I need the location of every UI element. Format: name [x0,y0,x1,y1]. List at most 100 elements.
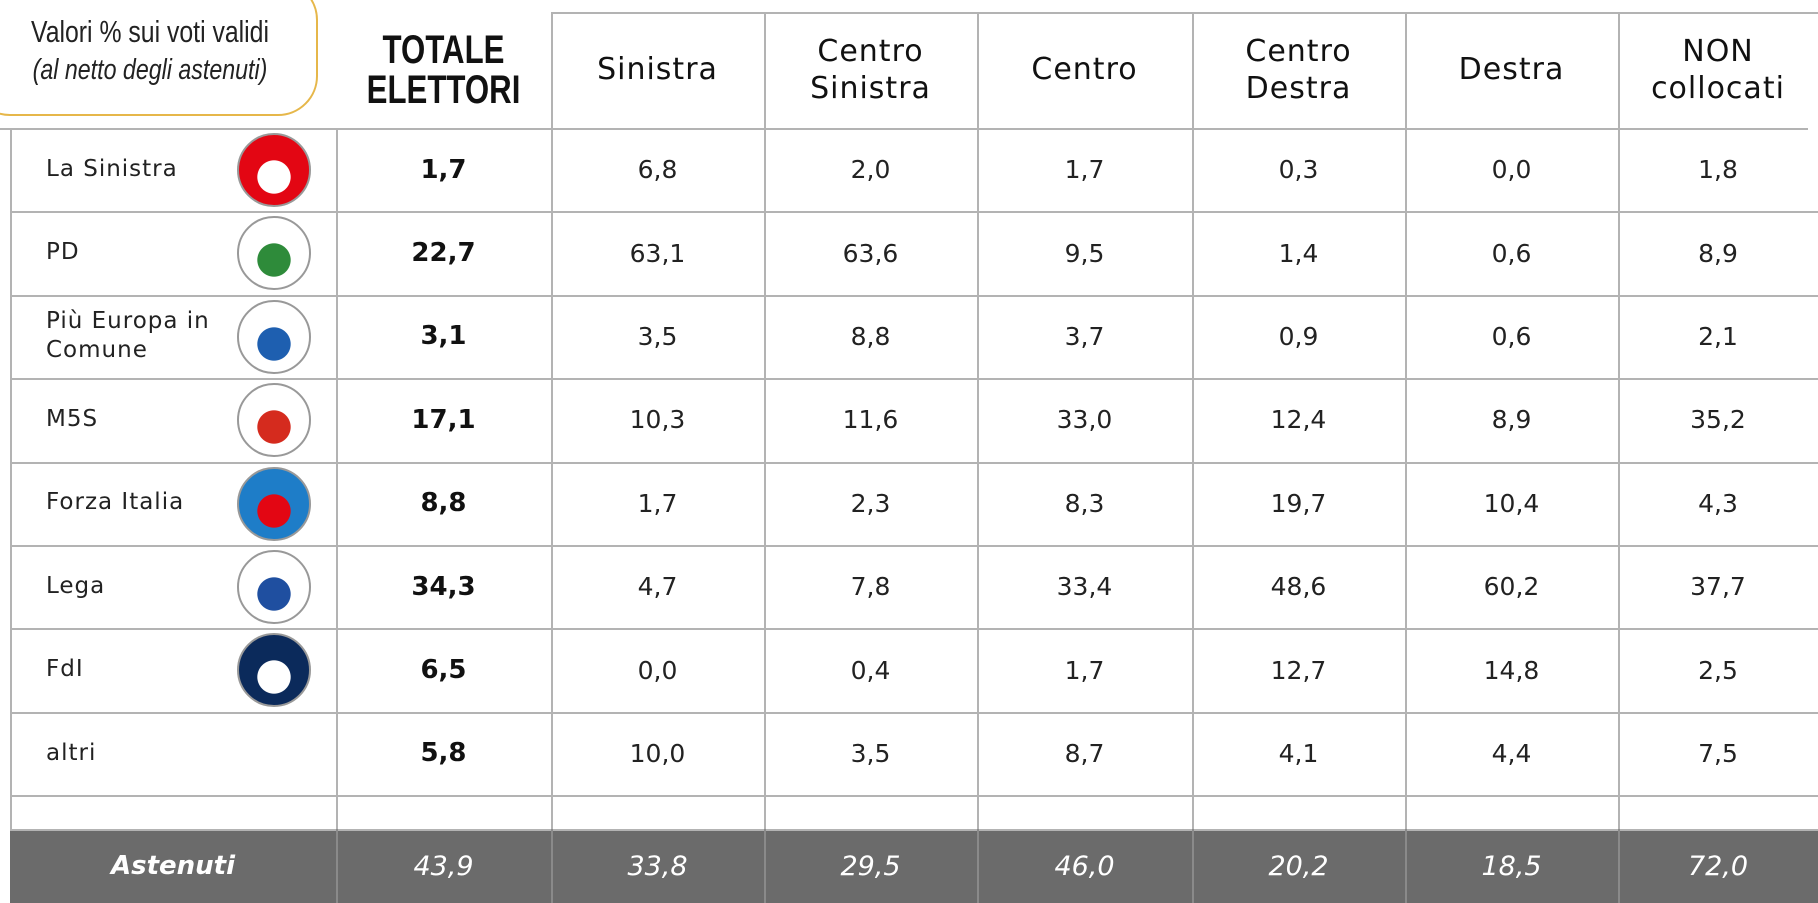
note-sub: (al netto degli astenuti) [32,54,268,86]
abstain-value: 72,0 [1687,850,1749,882]
grid-line [0,128,1808,130]
cell-value: 37,7 [1690,572,1746,602]
cell-value: 8,3 [1064,488,1105,518]
cell-value: 63,1 [629,238,686,268]
cell-value: 33,0 [1056,405,1113,435]
column-header: Centro [1031,52,1138,88]
grid-line [10,829,1818,831]
row-total: 3,1 [420,321,467,352]
grid-line [10,628,1818,631]
grid-line [1405,829,1407,903]
party-logo [237,550,311,624]
cell-value: 10,3 [629,405,686,435]
cell-value: 7,8 [850,572,891,602]
grid-line [336,829,338,903]
cell-value: 4,7 [637,572,678,602]
cell-value: 35,2 [1690,405,1746,435]
grid-line [10,378,1818,381]
cell-value: 48,6 [1270,572,1327,602]
party-name: La Sinistra [46,155,178,182]
cell-value: 0,0 [637,655,678,685]
abstain-band [10,829,1818,903]
cell-value: 4,1 [1278,738,1319,768]
abstain-label: Astenuti [110,851,236,881]
cell-value: 11,6 [842,405,899,435]
cell-value: 0,3 [1278,155,1319,185]
grid-line [10,461,1818,464]
cell-value: 9,5 [1064,238,1105,268]
party-logo [237,383,311,458]
column-header: Sinistra [597,52,718,88]
column-header: Centro Destra [1245,33,1352,107]
row-total: 8,8 [420,488,467,519]
grid-line [977,829,979,903]
grid-line [764,12,766,829]
party-name: Forza Italia [46,489,185,516]
party-name: Più Europa in Comune [46,307,210,364]
column-header: Centro Sinistra [810,33,931,107]
row-total: 1,7 [420,154,467,185]
cell-value: 2,0 [850,155,891,185]
cell-value: 8,9 [1698,238,1738,268]
cell-value: 3,5 [637,321,678,351]
cell-value: 4,4 [1491,738,1532,768]
party-name: PD [46,239,80,266]
grid-line [10,795,1818,798]
grid-line [10,711,1818,714]
cell-value: 1,7 [1064,155,1105,185]
cell-value: 2,5 [1698,655,1738,685]
cell-value: 1,7 [1064,655,1105,685]
grid-line [336,128,338,829]
abstain-value: 29,5 [840,850,901,882]
cell-value: 8,8 [850,321,891,351]
grid-line [1192,829,1194,903]
grid-line [1618,829,1620,903]
grid-line [1405,12,1407,829]
row-total: 17,1 [411,404,476,435]
cell-value: 33,4 [1056,572,1113,602]
cell-value: 0,6 [1491,321,1532,351]
cell-value: 60,2 [1483,572,1540,602]
cell-value: 63,6 [842,238,899,268]
cell-value: 7,5 [1698,738,1738,768]
grid-line [10,128,12,829]
cell-value: 8,7 [1064,738,1105,768]
cell-value: 3,7 [1064,321,1105,351]
cell-value: 1,4 [1278,238,1319,268]
grid-line [551,12,1818,14]
party-logo [237,216,311,291]
cell-value: 12,4 [1270,405,1327,435]
cell-value: 14,8 [1483,655,1540,685]
cell-value: 1,8 [1698,155,1738,185]
party-name: M5S [46,405,99,432]
note: Valori % sui voti validi [31,14,269,49]
party-logo [237,466,311,541]
party-name: Lega [46,572,106,599]
cell-value: 2,3 [850,488,891,518]
party-name: FdI [46,656,84,683]
cell-value: 3,5 [850,738,891,768]
row-total: 6,5 [420,655,467,686]
grid-line [1618,12,1620,829]
grid-line [977,12,979,829]
party-logo [237,133,311,207]
abstain-value: 33,8 [627,850,688,882]
grid-line [1192,12,1194,829]
row-total: 5,8 [420,738,467,769]
note-bubble [0,0,318,116]
column-header: NON collocati [1651,33,1785,107]
grid-line [764,829,766,903]
cell-value: 2,1 [1698,321,1738,351]
column-header: Destra [1458,52,1565,88]
cell-value: 0,0 [1491,155,1532,185]
grid-line [551,12,553,829]
row-total: 34,3 [411,571,476,602]
cell-value: 4,3 [1698,488,1738,518]
party-logo [237,299,311,374]
cell-value: 10,4 [1483,488,1540,518]
total-header: TOTALE ELETTORI [366,28,521,112]
grid-line [10,545,1818,547]
cell-value: 8,9 [1491,405,1532,435]
cell-value: 6,8 [637,155,678,185]
